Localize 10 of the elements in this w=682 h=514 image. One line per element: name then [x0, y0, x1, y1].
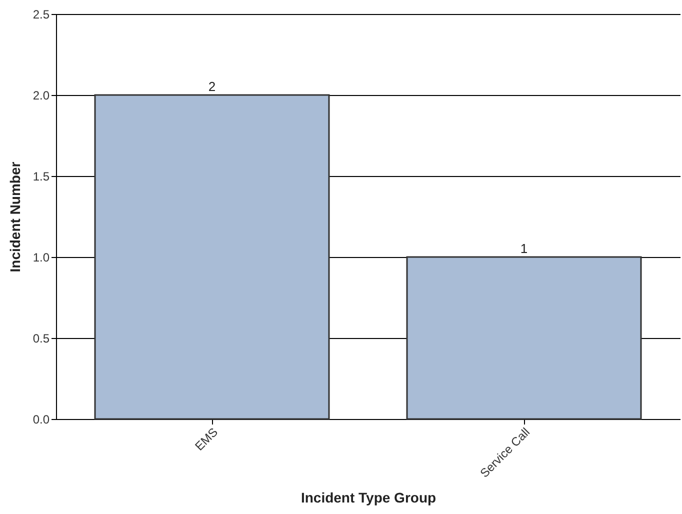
data-label: 2: [208, 79, 216, 94]
y-tick-label: 2.0: [32, 88, 50, 102]
y-axis-title: Incident Number: [6, 161, 23, 272]
y-tick-label: 0.0: [32, 412, 50, 426]
data-label: 1: [520, 241, 528, 256]
x-axis-title: Incident Type Group: [300, 490, 436, 506]
y-tick-label: 2.5: [32, 8, 50, 22]
y-tick-label: 0.5: [32, 332, 50, 346]
y-tick-label: 1.5: [32, 170, 50, 184]
y-tick-label: 1.0: [32, 250, 50, 264]
